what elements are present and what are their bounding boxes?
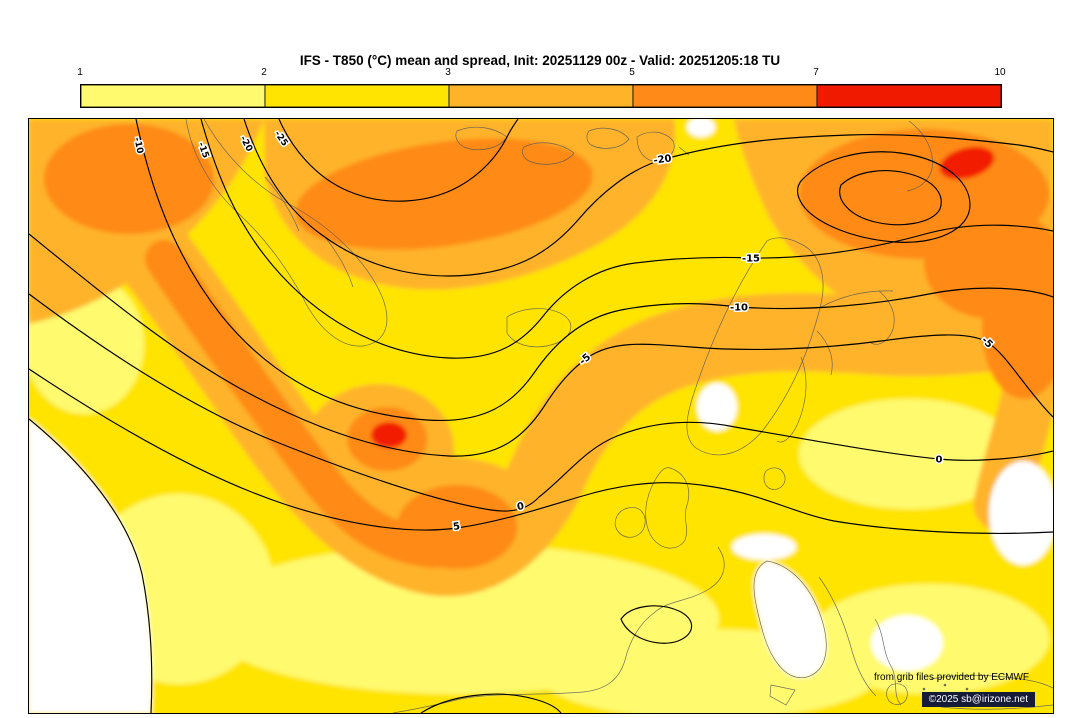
- colorbar-tick: 2: [261, 67, 267, 78]
- map-area: -20 -15 -10 -5 -5 0 5 0 -10 -15 -20 -25 …: [28, 118, 1054, 714]
- colorbar-segment: [264, 85, 450, 107]
- colorbar-tick: 7: [813, 67, 819, 78]
- contour-label: -10: [730, 303, 748, 314]
- contour-label: -20: [653, 153, 672, 166]
- colorbar-tick: 5: [629, 67, 635, 78]
- colorbar-tick: 1: [77, 67, 83, 78]
- spread-fill-regions: [29, 119, 1053, 713]
- colorbar-segment: [632, 85, 818, 107]
- colorbar-segment: [448, 85, 634, 107]
- map-svg: -20 -15 -10 -5 -5 0 5 0 -10 -15 -20 -25: [29, 119, 1053, 713]
- copyright-badge: ©2025 sb@irizone.net: [921, 692, 1035, 707]
- coastlines: [185, 119, 1053, 713]
- contour-label: 5: [452, 521, 460, 533]
- colorbar-tick: 3: [445, 67, 451, 78]
- colorbar-segment: [816, 85, 1001, 107]
- contour-label: 0: [936, 455, 943, 466]
- colorbar-segment: [81, 85, 266, 107]
- contour-label: 0: [516, 501, 525, 513]
- colorbar: [80, 84, 1002, 108]
- page-title: IFS - T850 (°C) mean and spread, Init: 2…: [299, 53, 781, 68]
- contour-label: -15: [742, 254, 760, 265]
- colorbar-tick: 10: [994, 67, 1006, 78]
- temperature-contours: [29, 119, 1053, 713]
- data-source-credit: from grib files provided by ECMWF: [873, 672, 1029, 683]
